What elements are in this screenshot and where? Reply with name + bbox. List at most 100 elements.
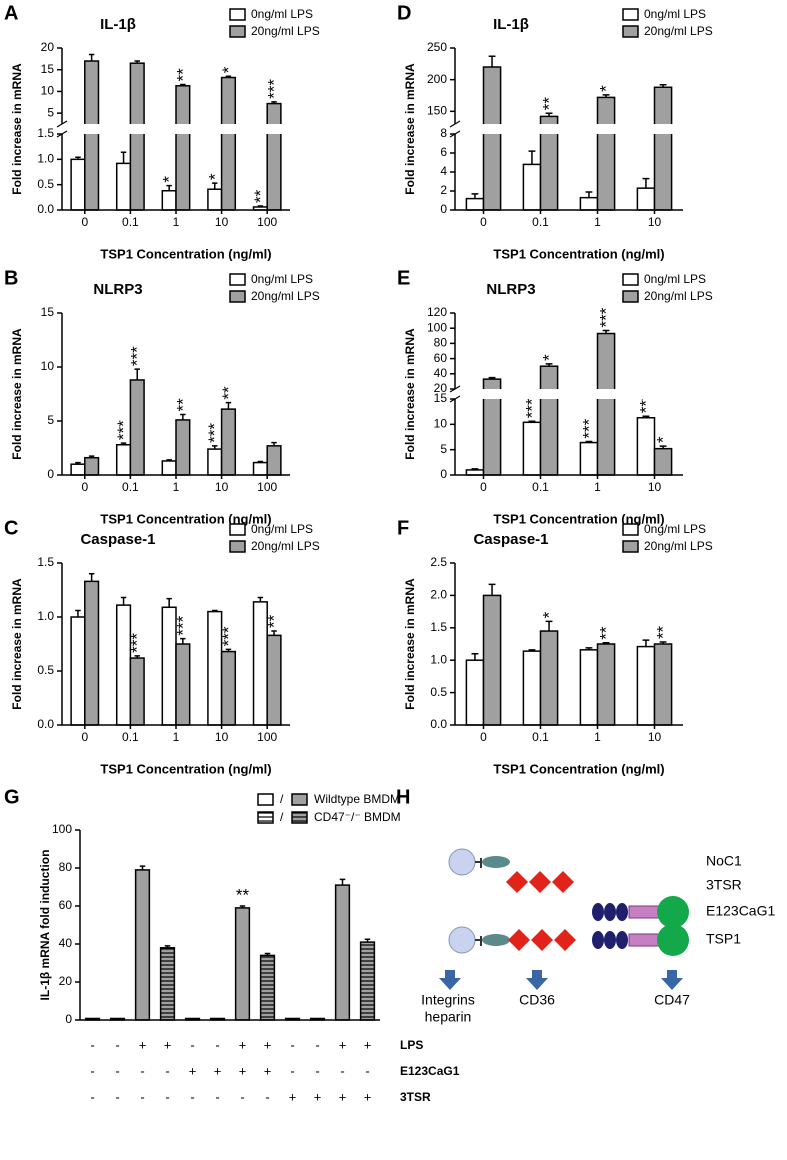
legend-label: 0ng/ml LPS (251, 272, 313, 286)
significance: * (540, 611, 559, 618)
legend-label: 0ng/ml LPS (644, 7, 706, 21)
significance: ** (654, 625, 673, 639)
x-axis-label: TSP1 Concentration (ng/ml) (493, 246, 664, 261)
error-bar (642, 415, 650, 418)
error-bar (271, 630, 277, 636)
condition-sign: - (165, 1089, 169, 1104)
x-tick-label: 0.1 (122, 215, 139, 229)
condition-label: LPS (400, 1038, 423, 1052)
y-tick-label: 4 (440, 164, 447, 178)
legend-label: 20ng/ml LPS (251, 24, 320, 38)
bar (539, 630, 559, 726)
tsr (506, 871, 528, 893)
condition-sign: + (364, 1089, 372, 1104)
x-tick-label: 100 (257, 480, 277, 494)
bar (334, 884, 351, 1021)
error-bar (180, 83, 186, 86)
error-bar (225, 401, 232, 410)
bar (636, 645, 656, 726)
error-bar (528, 150, 536, 165)
chart-title: IL-1β (100, 16, 136, 33)
error-bar (180, 413, 186, 420)
legend-label: 0ng/ml LPS (251, 7, 313, 21)
error-bar (528, 649, 536, 652)
x-tick-label: 0.1 (122, 480, 139, 494)
panel-h: H (396, 786, 775, 1024)
significance: ** (236, 885, 250, 904)
g-domain (657, 924, 689, 956)
error-bar (212, 445, 218, 450)
condition-sign: - (165, 1063, 169, 1078)
bar (539, 365, 559, 476)
x-tick-label: 100 (257, 730, 277, 744)
y-tick-label: 0 (440, 467, 447, 481)
domain-oligo (482, 856, 510, 868)
significance: *** (128, 346, 147, 366)
y-tick-label: 0 (65, 1012, 72, 1026)
bar (653, 447, 673, 476)
condition-sign: - (315, 1063, 319, 1078)
x-tick-label: 1 (594, 215, 601, 229)
y-tick-label: 0.0 (430, 717, 447, 731)
error-bar (659, 641, 667, 644)
domain-n (448, 926, 476, 954)
y-axis-label: Fold increase in mRNA (403, 328, 417, 460)
y-axis-label: Fold increase in mRNA (403, 578, 417, 710)
tsr-repeats (506, 871, 574, 893)
legend-label: Wildtype BMDM (314, 792, 400, 806)
y-tick-label: 0.0 (37, 717, 54, 731)
legend-swatch (622, 8, 639, 21)
bar (579, 441, 599, 476)
condition-sign: + (239, 1037, 247, 1052)
error-bar (166, 459, 172, 461)
chart-title: IL-1β (493, 16, 529, 33)
condition-sign: - (140, 1089, 144, 1104)
y-tick-label: 5 (440, 442, 447, 456)
egf (604, 903, 616, 921)
error-bar (642, 177, 650, 189)
legend-swatch (229, 290, 246, 303)
bar (266, 634, 282, 726)
y-tick-label: 15 (41, 62, 55, 76)
error-bar (239, 905, 246, 908)
legend-swatch (257, 793, 274, 806)
y-tick-label: 15 (41, 305, 55, 319)
condition-sign: - (365, 1063, 369, 1078)
panel-label: G (4, 786, 20, 808)
y-tick-label: 0 (47, 467, 54, 481)
condition-sign: + (339, 1089, 347, 1104)
chart-title: NLRP3 (486, 281, 535, 298)
condition-sign: - (115, 1063, 119, 1078)
bar (465, 659, 485, 726)
condition-sign: - (115, 1037, 119, 1052)
x-tick-label: 10 (215, 730, 229, 744)
error-bar (471, 193, 479, 199)
error-bar (75, 156, 81, 160)
x-tick-label: 100 (257, 215, 277, 229)
y-tick-label: 80 (59, 860, 73, 874)
receptor-label: heparin (425, 1009, 472, 1025)
condition-sign: + (239, 1063, 247, 1078)
tsr (531, 929, 553, 951)
significance: ** (251, 189, 270, 203)
error-bar (488, 55, 496, 67)
y-axis-label: Fold increase in mRNA (10, 63, 24, 195)
error-bar (88, 53, 95, 62)
bar (84, 580, 100, 726)
bar (259, 954, 276, 1021)
error-bar (642, 639, 650, 647)
condition-sign: + (214, 1063, 222, 1078)
error-bar (212, 182, 218, 190)
error-bar (120, 151, 127, 164)
error-bar (271, 101, 277, 104)
domain-oligo (482, 934, 510, 946)
bar (70, 158, 86, 211)
error-bar (364, 938, 371, 943)
y-tick-label: 2.0 (430, 588, 447, 602)
significance: ** (265, 614, 284, 628)
x-axis-label: TSP1 Concentration (ng/ml) (493, 511, 664, 526)
condition-sign: + (264, 1063, 272, 1078)
condition-sign: + (314, 1089, 322, 1104)
y-tick-label: 100 (427, 320, 447, 334)
